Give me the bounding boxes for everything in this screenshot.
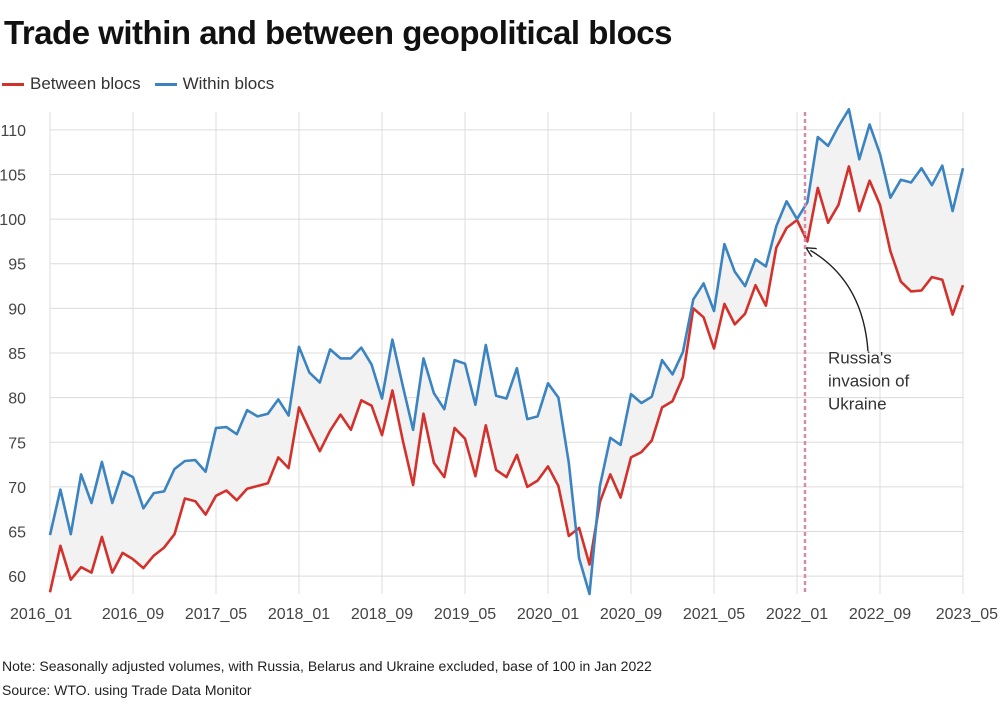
x-tick-label: 2023_05	[936, 606, 998, 623]
x-tick-label: 2016_09	[102, 606, 164, 623]
legend-item-within: Within blocs	[154, 74, 275, 94]
legend: Between blocs Within blocs	[2, 74, 274, 94]
x-tick-label: 2017_05	[185, 606, 247, 623]
chart-title: Trade within and between geopolitical bl…	[4, 14, 672, 51]
x-tick-label: 2022_09	[849, 606, 911, 623]
x-tick-label: 2022_01	[766, 606, 828, 623]
y-tick-label: 105	[0, 167, 26, 184]
series-lines	[48, 108, 965, 596]
annotation-text-line: Ukraine	[828, 395, 887, 414]
y-tick-label: 110	[0, 123, 26, 140]
y-tick-label: 60	[8, 569, 26, 586]
y-tick-label: 65	[8, 525, 26, 542]
legend-swatch-within	[154, 82, 177, 86]
grid	[49, 112, 964, 594]
x-tick-label: 2021_05	[683, 606, 745, 623]
y-tick-label: 100	[0, 212, 26, 229]
line-chart: 60 65 70 75 80 85 90 95 100 105 110 2016_01 2016_09 2…	[0, 108, 998, 623]
y-tick-label: 95	[8, 257, 26, 274]
legend-label-within: Within blocs	[182, 74, 275, 93]
y-tick-label: 75	[8, 435, 26, 452]
between-blocs-line	[48, 165, 965, 593]
x-tick-label: 2019_05	[434, 606, 496, 623]
tick-labels: 60 65 70 75 80 85 90 95 100 105 110 2016_01 2016_09 2…	[0, 123, 998, 623]
x-tick-label: 2020_01	[517, 606, 579, 623]
annotation-text-line: Russia's	[828, 349, 892, 368]
y-tick-label: 85	[8, 346, 26, 363]
legend-swatch-between	[2, 82, 24, 86]
annotation: Russia's invasion of Ukraine	[803, 112, 910, 594]
x-tick-label: 2016_01	[10, 606, 72, 623]
x-tick-label: 2018_01	[268, 606, 330, 623]
x-tick-label: 2018_09	[351, 606, 413, 623]
within-blocs-line	[48, 108, 965, 596]
y-tick-label: 70	[8, 480, 26, 497]
y-tick-label: 80	[8, 391, 26, 408]
y-tick-label: 90	[8, 301, 26, 318]
x-tick-label: 2020_09	[600, 606, 662, 623]
annotation-text-line: invasion of	[828, 372, 910, 391]
annotation-arrow	[810, 250, 869, 352]
legend-label-between: Between blocs	[30, 74, 141, 93]
note-text: Note: Seasonally adjusted volumes, with …	[2, 658, 652, 674]
gap-band-area	[50, 109, 963, 595]
source-text: Source: WTO. using Trade Data Monitor	[2, 682, 252, 698]
gap-band	[50, 109, 963, 595]
legend-item-between: Between blocs	[2, 74, 141, 94]
